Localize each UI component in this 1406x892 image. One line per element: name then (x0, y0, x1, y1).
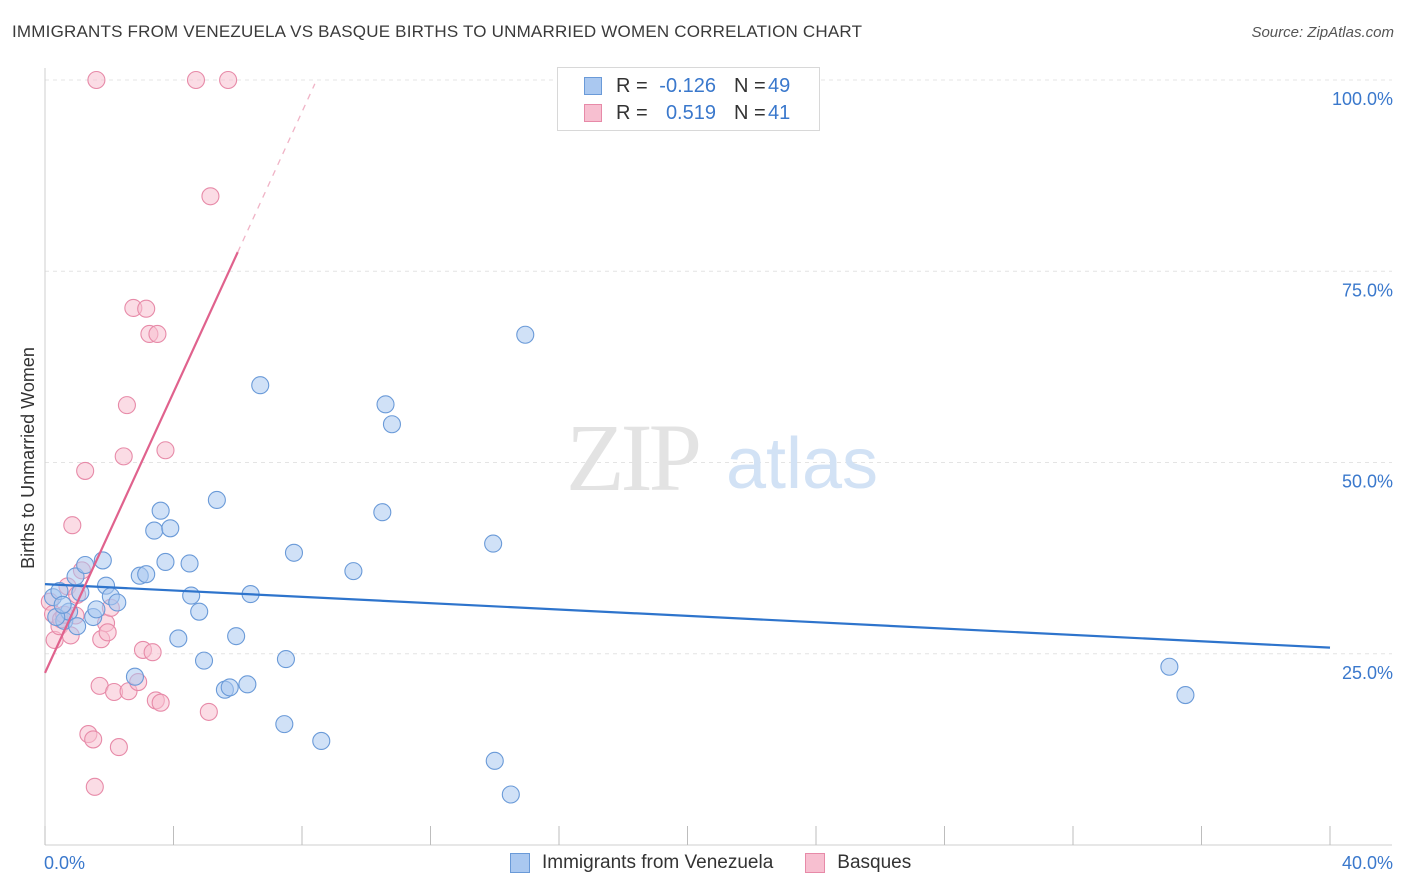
venezuela-point (275, 715, 294, 734)
venezuela-point (182, 586, 201, 605)
venezuela-point (373, 503, 392, 522)
legend-swatch-basques (805, 853, 826, 873)
venezuela-point (238, 675, 257, 694)
watermark-zip: ZIP (566, 404, 699, 511)
venezuela-point (145, 521, 164, 540)
basques-point (201, 187, 220, 206)
n-value: 49 (768, 74, 791, 97)
basques-point (186, 70, 206, 90)
legend-swatch-venezuela (584, 77, 602, 95)
venezuela-point (156, 552, 175, 572)
legend-label-basques: Basques (837, 852, 912, 873)
r-label: R = (616, 101, 648, 124)
trend-lines (43, 83, 1331, 674)
legend-swatch-basques (584, 104, 602, 122)
basques-point (114, 447, 133, 466)
basques-trend-extension (237, 83, 316, 253)
venezuela-point (137, 565, 156, 584)
venezuela-point (207, 490, 226, 510)
legend-stats: R = -0.126 N = 49 R = 0.519 N = 41 (557, 67, 820, 131)
gridlines (45, 79, 1392, 655)
basques-point (151, 693, 170, 712)
legend-stats-row-venezuela: R = -0.126 N = 49 (584, 74, 790, 98)
axes (44, 68, 1392, 846)
r-value: -0.126 (659, 74, 716, 97)
tick-labels: 25.0% 50.0% 75.0% 100.0% 0.0% 40.0% (44, 89, 1393, 873)
venezuela-point (190, 602, 209, 621)
n-value: 41 (768, 101, 791, 124)
basques-point (148, 324, 167, 344)
r-value: 0.519 (665, 101, 716, 124)
basques-point (156, 441, 175, 460)
basques-point (143, 643, 162, 662)
venezuela-point (151, 501, 170, 520)
legend-series: Immigrants from Venezuela Basques (510, 852, 943, 874)
venezuela-point (485, 751, 504, 770)
y-tick-label: 25.0% (1342, 663, 1393, 683)
venezuela-point (87, 600, 106, 619)
watermark-atlas: atlas (726, 424, 878, 504)
y-tick-label: 75.0% (1342, 280, 1393, 300)
venezuela-points (43, 325, 1195, 804)
venezuela-point (501, 785, 520, 804)
venezuela-point (284, 543, 304, 562)
r-label: R = (616, 74, 648, 97)
basques-points (40, 70, 238, 796)
venezuela-point (227, 627, 246, 646)
venezuela-point (53, 595, 72, 614)
venezuela-point (68, 617, 87, 636)
chart-title: IMMIGRANTS FROM VENEZUELA VS BASQUE BIRT… (12, 22, 863, 41)
basques-point (117, 396, 136, 415)
basques-point (98, 623, 117, 642)
venezuela-point (344, 562, 363, 581)
venezuela-point (1160, 657, 1179, 676)
x-tick-label: 40.0% (1342, 853, 1393, 873)
source-label: Source: ZipAtlas.com (1251, 24, 1394, 41)
basques-point (219, 70, 238, 90)
y-tick-label: 100.0% (1332, 89, 1393, 109)
venezuela-point (382, 415, 402, 434)
venezuela-point (376, 395, 395, 414)
n-label: N = (734, 74, 766, 97)
n-label: N = (734, 101, 766, 124)
legend-item-basques[interactable]: Basques (805, 852, 911, 874)
legend-label-venezuela: Immigrants from Venezuela (542, 852, 774, 873)
basques-point (137, 299, 156, 318)
venezuela-point (251, 376, 270, 395)
basques-point (76, 461, 95, 480)
x-tick-label: 0.0% (44, 853, 85, 873)
y-axis-label: Births to Unmarried Women (18, 347, 38, 569)
basques-point (109, 738, 128, 757)
legend-item-venezuela[interactable]: Immigrants from Venezuela (510, 852, 773, 874)
venezuela-point (194, 651, 214, 670)
basques-point (84, 730, 103, 749)
venezuela-point (276, 650, 295, 669)
legend-swatch-venezuela (510, 853, 530, 873)
venezuela-point (125, 667, 144, 686)
basques-point (85, 777, 104, 796)
venezuela-point (312, 731, 331, 751)
venezuela-point (220, 678, 239, 697)
venezuela-point (180, 554, 199, 573)
basques-trend-line (43, 251, 239, 674)
venezuela-point (108, 593, 127, 612)
basques-point (87, 70, 106, 90)
basques-point (63, 516, 82, 535)
venezuela-point (161, 519, 180, 538)
venezuela-point (169, 629, 188, 648)
basques-point (199, 702, 218, 721)
y-tick-label: 50.0% (1342, 472, 1393, 492)
legend-stats-row-basques: R = 0.519 N = 41 (584, 101, 790, 125)
venezuela-point (516, 325, 535, 344)
venezuela-point (484, 534, 503, 553)
venezuela-point (1176, 686, 1195, 705)
venezuela-trend-line (44, 583, 1331, 649)
